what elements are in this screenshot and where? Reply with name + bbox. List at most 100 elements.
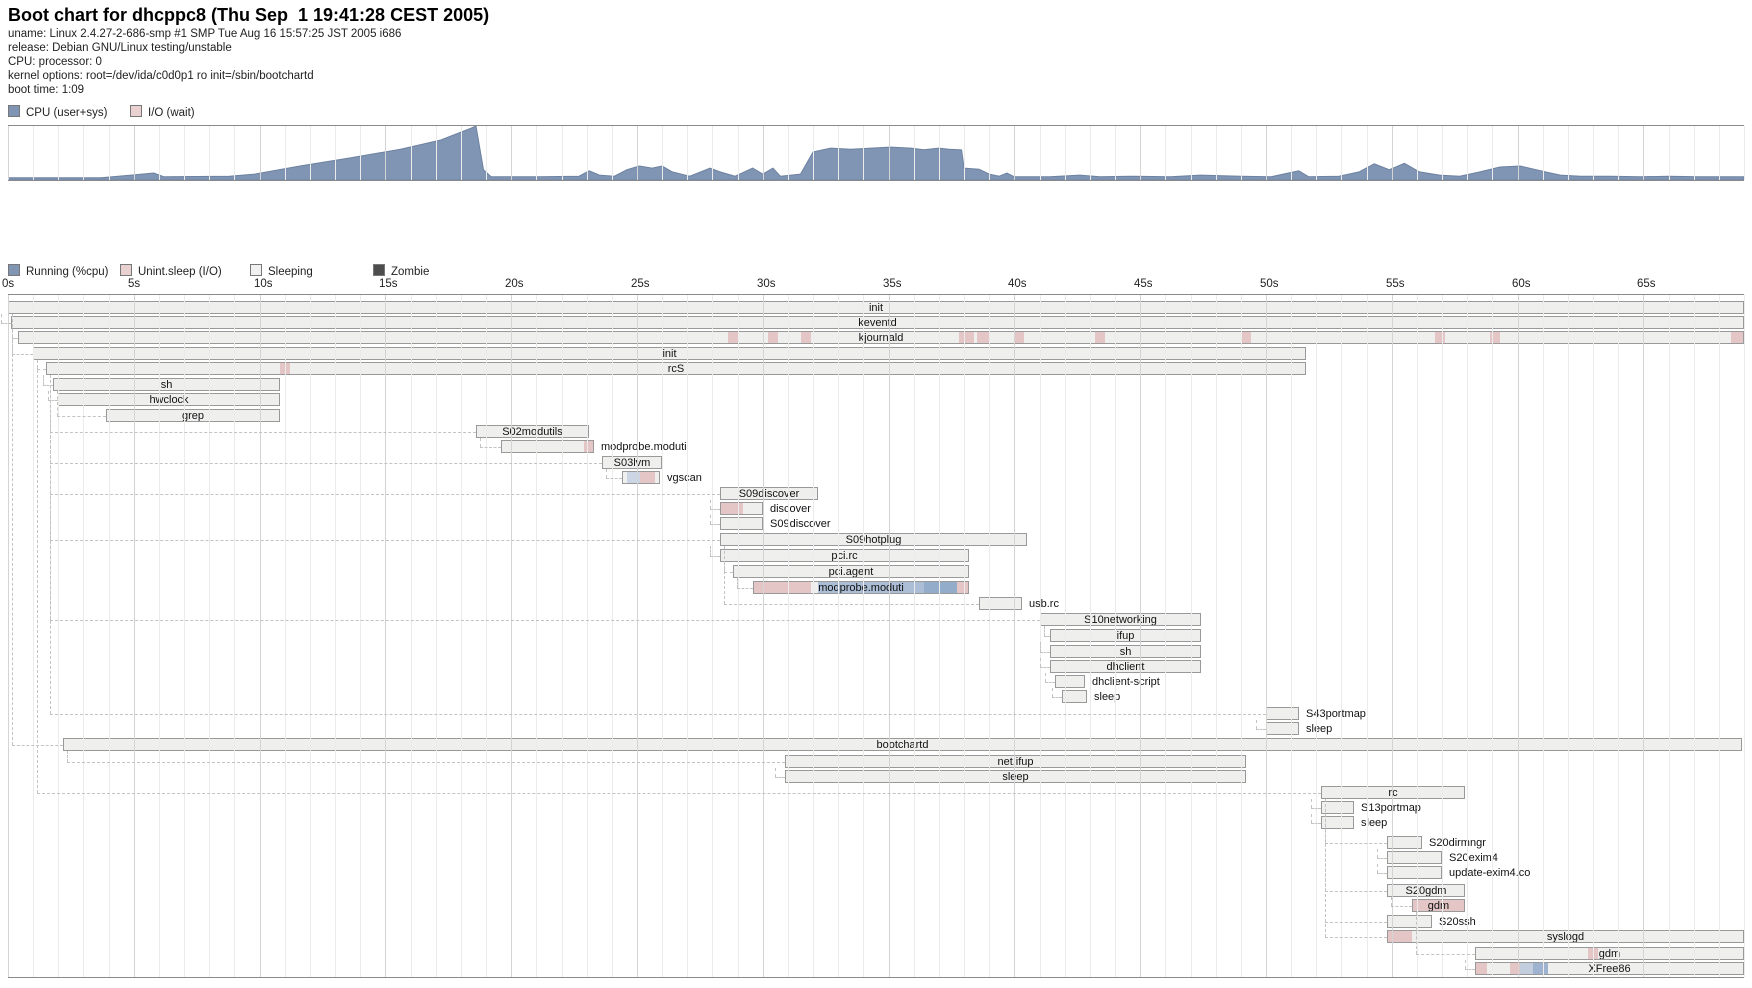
process-connector-horizontal <box>50 494 720 495</box>
process-connector-horizontal <box>775 777 785 778</box>
time-tick-label: 10s <box>254 278 273 290</box>
process-label: kjournald <box>858 332 904 344</box>
gridline <box>1140 295 1141 977</box>
process-bar-rcS: rcS <box>46 362 1306 375</box>
gridline <box>1291 126 1292 180</box>
time-tick-label: 30s <box>757 278 776 290</box>
process-connector-horizontal <box>57 416 106 417</box>
running-segment <box>923 582 957 593</box>
proc-legend-item: Unint.sleep (I/O) <box>120 264 222 278</box>
process-connector-vertical <box>1256 720 1257 729</box>
io-wait-segment <box>1388 931 1412 942</box>
gridline <box>1719 126 1720 180</box>
gridline <box>1165 295 1166 977</box>
gridline <box>838 295 839 977</box>
process-label: gdm <box>1598 948 1621 960</box>
process-connector-horizontal <box>37 369 46 370</box>
process-bar-sleep <box>1266 722 1299 735</box>
process-label: discover <box>770 503 811 515</box>
process-connector-horizontal <box>48 400 58 401</box>
process-label: net.ifup <box>997 756 1034 768</box>
process-bar-gdm: gdm <box>1412 899 1465 912</box>
gridline <box>939 126 940 180</box>
gridline <box>1316 295 1317 977</box>
process-label: S13portmap <box>1361 802 1421 814</box>
process-label: syslogd <box>1546 931 1585 943</box>
gridline <box>8 126 9 180</box>
process-connector-vertical <box>710 515 711 524</box>
gridline <box>1518 126 1519 180</box>
io-wait-segment <box>800 332 811 343</box>
process-connector-horizontal <box>12 338 18 339</box>
gridline <box>662 295 663 977</box>
gridline <box>889 126 890 180</box>
process-label: modprobe.moduti <box>818 582 904 594</box>
process-label: sleep <box>1002 771 1029 783</box>
io-wait-segment <box>1434 332 1445 343</box>
gridline <box>989 295 990 977</box>
process-connector-horizontal <box>1256 729 1266 730</box>
cpu-legend-item: I/O (wait) <box>130 105 195 119</box>
gridline <box>662 126 663 180</box>
process-connector-vertical <box>1040 658 1041 667</box>
proc-legend-label: Zombie <box>391 266 430 278</box>
gridline <box>1165 126 1166 180</box>
process-bar-modprobe.moduti: modprobe.moduti <box>753 581 969 594</box>
io-wait-segment <box>959 332 975 343</box>
process-connector-horizontal <box>1 323 11 324</box>
gridline <box>1744 126 1745 180</box>
gridline <box>687 295 688 977</box>
proc-legend-label: Sleeping <box>268 266 313 278</box>
process-label: ifup <box>1116 630 1135 642</box>
gridline <box>562 295 563 977</box>
process-label: sleep <box>1306 723 1333 735</box>
process-connector-vertical <box>1045 673 1046 682</box>
gridline <box>989 126 990 180</box>
process-connector-horizontal <box>50 540 720 541</box>
gridline <box>285 295 286 977</box>
process-connector-horizontal <box>724 572 733 573</box>
process-label: S09hotplug <box>845 534 902 546</box>
gridline <box>863 295 864 977</box>
process-connector-horizontal <box>1465 969 1475 970</box>
cpu-legend-label: CPU (user+sys) <box>26 107 108 119</box>
process-bar-update-exim4.co <box>1387 866 1442 879</box>
gridline <box>536 126 537 180</box>
gridline <box>1115 295 1116 977</box>
process-connector-horizontal <box>1325 922 1387 923</box>
gridline <box>612 126 613 180</box>
gridline <box>612 295 613 977</box>
gridline <box>1341 126 1342 180</box>
gridline <box>58 126 59 180</box>
gridline <box>813 126 814 180</box>
process-label: bootchartd <box>876 739 929 751</box>
process-bar-grep: grep <box>106 409 280 422</box>
process-connector-vertical <box>737 578 738 588</box>
running-segment <box>818 582 924 593</box>
process-connector-vertical <box>1044 626 1045 636</box>
gridline <box>486 126 487 180</box>
gridline <box>1669 126 1670 180</box>
gridline <box>1643 126 1644 180</box>
gridline <box>788 295 789 977</box>
gridline <box>360 126 361 180</box>
gridline <box>1115 126 1116 180</box>
process-bar-pci.rc: pci.rc <box>720 549 969 562</box>
process-connector-horizontal <box>50 432 476 433</box>
process-bar-bootchartd: bootchartd <box>63 738 1742 751</box>
running-segment <box>1532 963 1548 974</box>
gridline <box>1014 126 1015 180</box>
io-wait-segment <box>1094 332 1105 343</box>
gridline <box>889 295 890 977</box>
process-bar-ifup: ifup <box>1050 629 1201 642</box>
proc-legend-swatch <box>8 264 20 276</box>
process-label: hwclock <box>149 394 189 406</box>
gridline <box>1040 126 1041 180</box>
process-bar-sh: sh <box>53 378 280 391</box>
running-segment <box>626 472 640 483</box>
process-connector-vertical <box>48 391 49 400</box>
gridline <box>1341 295 1342 977</box>
process-bar-S20gdm: S20gdm <box>1387 884 1465 897</box>
gridline <box>914 126 915 180</box>
process-label: S09discover <box>738 488 800 500</box>
